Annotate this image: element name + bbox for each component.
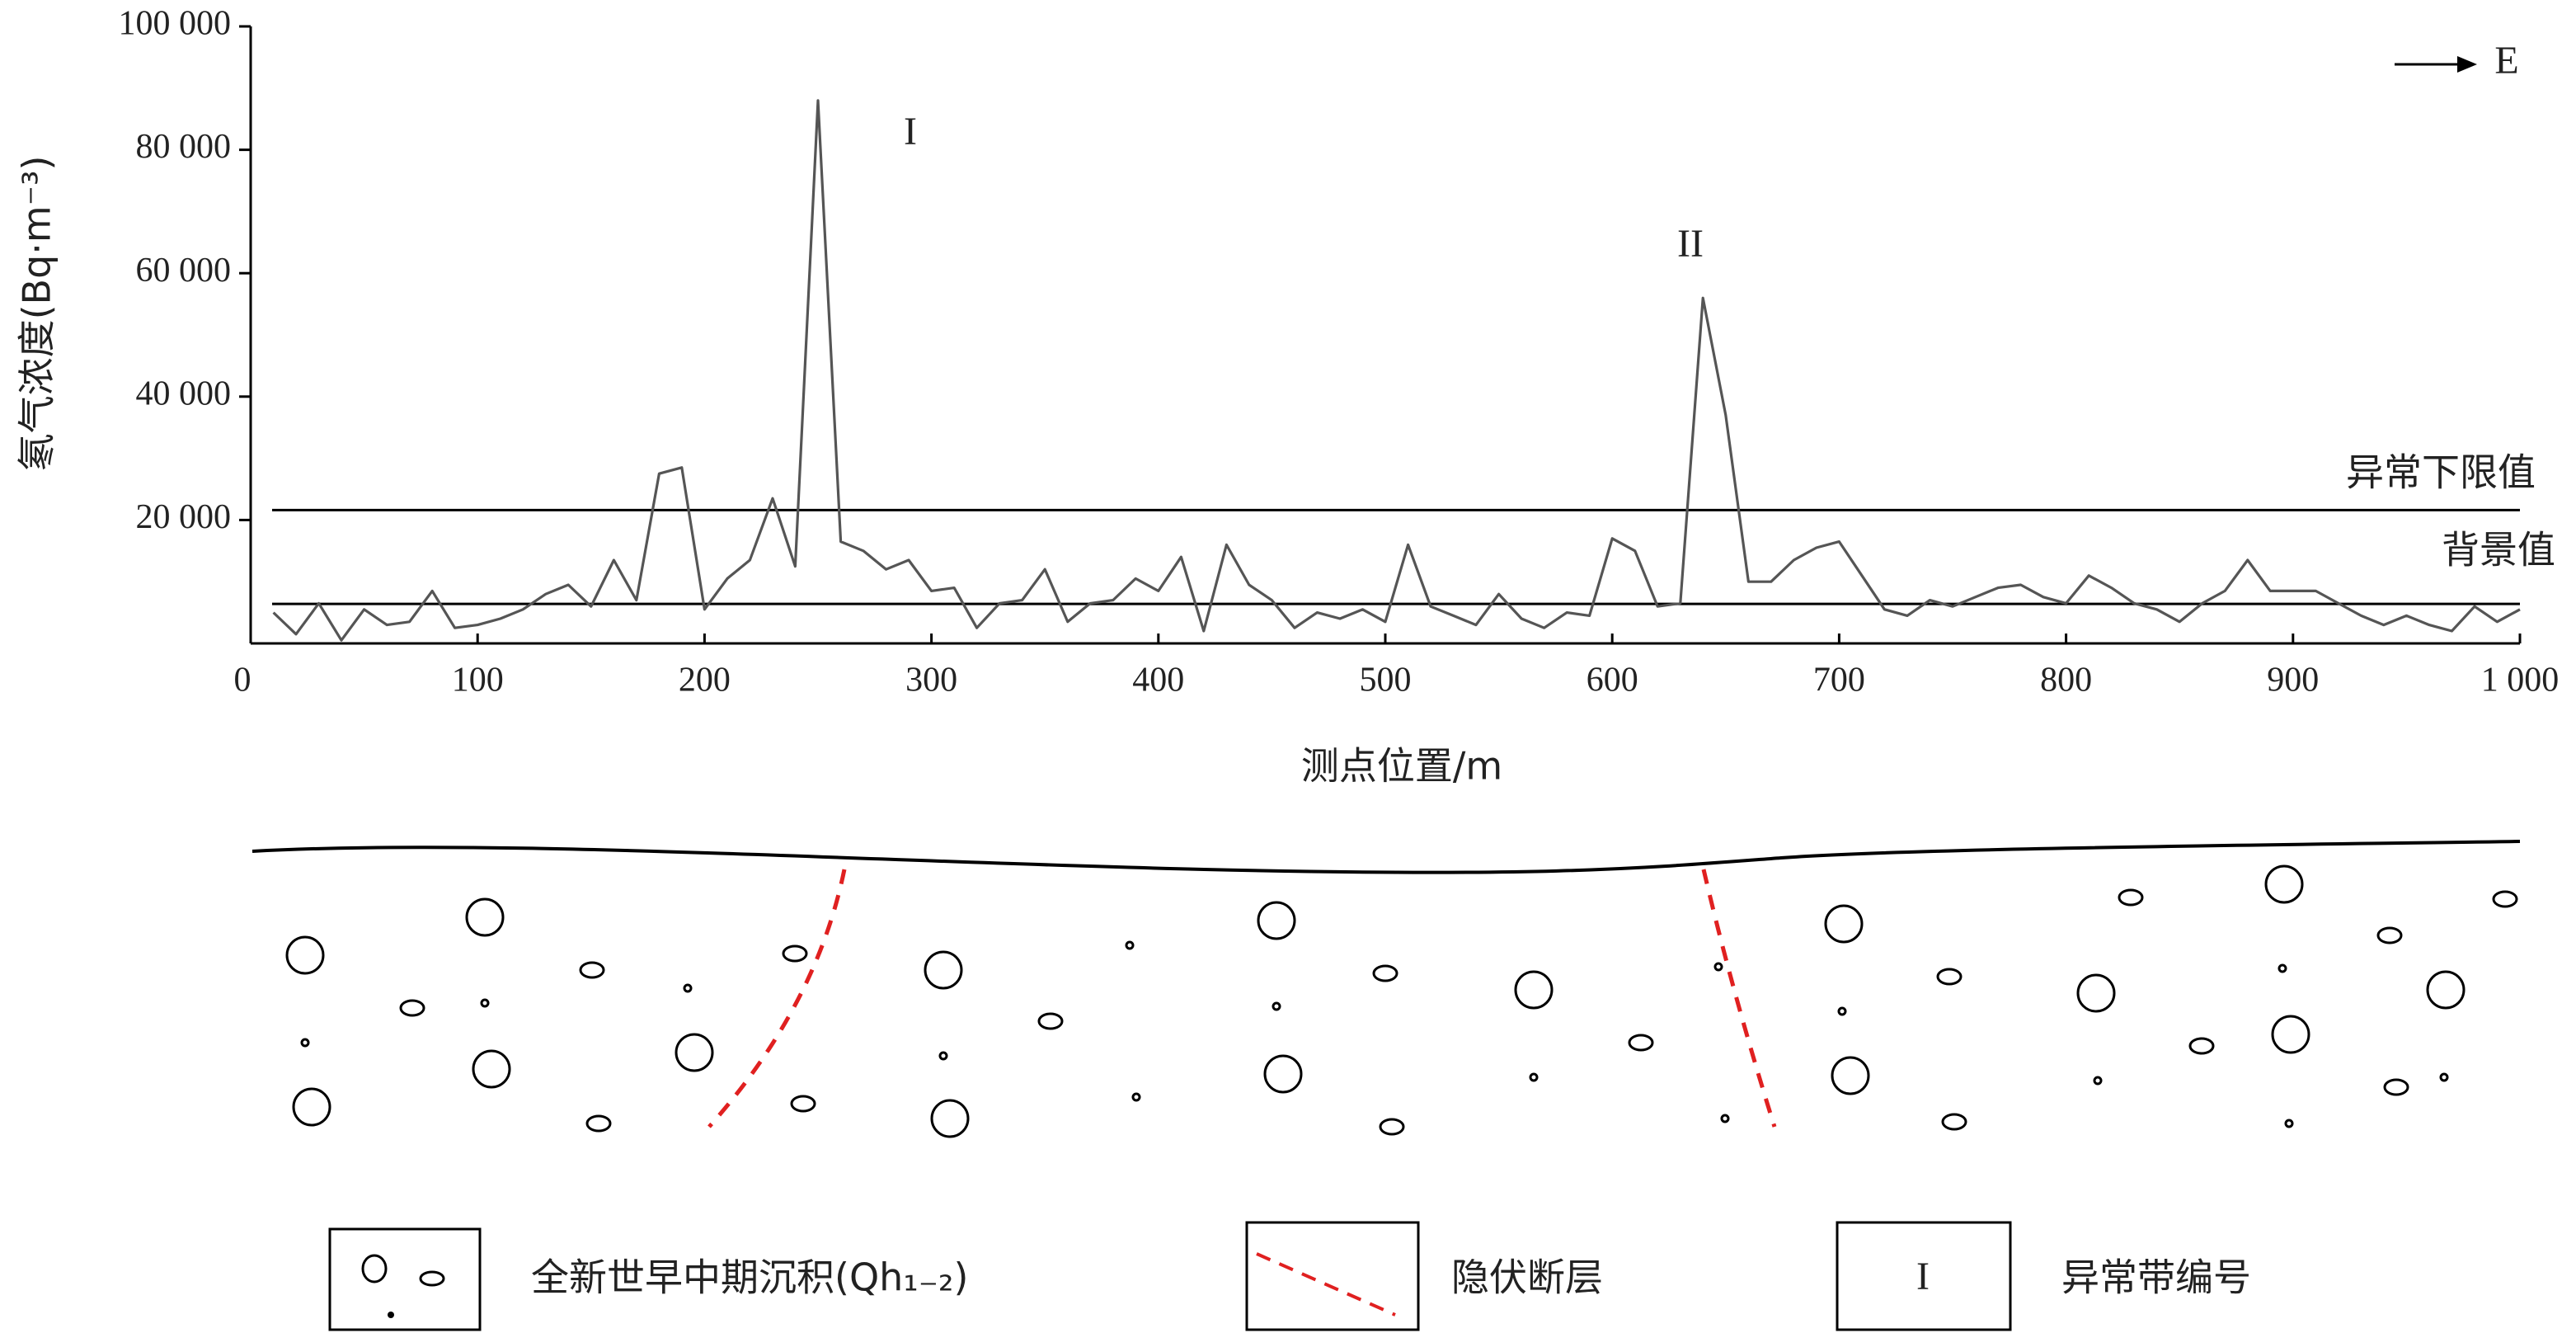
pebble — [292, 1087, 331, 1127]
fault-line — [1701, 869, 1777, 1128]
pebble — [1263, 1054, 1303, 1094]
pebble — [924, 950, 963, 990]
pebble — [300, 1038, 310, 1048]
legend-box — [1245, 1221, 1420, 1331]
x-tick-label: 500 — [1360, 662, 1412, 699]
x-axis-title: 测点位置/m — [1301, 744, 1502, 789]
y-tick-label: 100 000 — [119, 5, 232, 43]
data-line — [272, 99, 2521, 642]
pebble — [2093, 1076, 2103, 1086]
x-tick-label: 600 — [1586, 662, 1638, 699]
pebble — [930, 1099, 970, 1138]
pebble — [2492, 890, 2518, 908]
reference-label: 异常下限值 — [2346, 450, 2536, 495]
pebble — [399, 999, 425, 1017]
x-tick-label: 700 — [1813, 662, 1865, 699]
x-tick-label: 400 — [1132, 662, 1184, 699]
pebble — [465, 897, 505, 937]
legend-box — [1836, 1221, 2012, 1331]
pebble — [938, 1051, 948, 1061]
pebble — [2284, 1119, 2294, 1128]
pebble — [1824, 904, 1864, 944]
pebble — [480, 998, 490, 1008]
pebble — [1131, 1092, 1141, 1102]
x-tick-label: 800 — [2040, 662, 2092, 699]
legend-box — [328, 1227, 482, 1331]
pebble — [472, 1049, 511, 1089]
pebble — [1379, 1118, 1405, 1136]
pebble — [2376, 926, 2403, 944]
x-tick-label: 300 — [905, 662, 957, 699]
y-tick-label: 20 000 — [136, 498, 232, 536]
legend-label: 全新世早中期沉积(Qh₁₋₂) — [531, 1255, 968, 1300]
pebble — [782, 944, 808, 963]
direction-arrow-head — [2457, 56, 2477, 73]
fault-line — [707, 869, 847, 1128]
pebble — [683, 983, 693, 993]
pebble — [1514, 970, 1554, 1010]
legend-icon — [1256, 1252, 1396, 1317]
pebble — [790, 1095, 816, 1113]
y-tick-label: 40 000 — [136, 374, 232, 412]
annotation: E — [2494, 39, 2518, 82]
pebble — [1037, 1012, 1064, 1030]
x-tick-label: 1 000 — [2481, 662, 2560, 699]
y-tick-label: 60 000 — [136, 252, 232, 290]
pebble — [1936, 968, 1963, 986]
pebble — [1720, 1114, 1730, 1123]
annotation: II — [1677, 222, 1704, 266]
surface-line — [251, 840, 2521, 874]
x-tick-label: 0 — [234, 662, 251, 699]
legend-label: 异常带编号 — [2061, 1255, 2251, 1300]
pebble — [1713, 962, 1723, 972]
pebble — [579, 961, 605, 979]
pebble — [1628, 1034, 1654, 1052]
legend-symbol: I — [1916, 1255, 1930, 1298]
pebble — [2426, 970, 2466, 1010]
pebble — [2383, 1078, 2409, 1096]
pebble — [2439, 1072, 2449, 1082]
pebble — [1837, 1006, 1847, 1016]
x-tick-label: 100 — [452, 662, 504, 699]
pebble — [1125, 940, 1135, 950]
cross-section — [251, 840, 2521, 1138]
x-tick-label: 200 — [679, 662, 731, 699]
pebble — [2188, 1037, 2215, 1055]
pebble — [2118, 888, 2144, 907]
reference-label: 背景值 — [2442, 528, 2555, 572]
pebble — [285, 935, 325, 975]
y-tick-label: 80 000 — [136, 128, 232, 166]
pebble — [1272, 1001, 1281, 1011]
pebble — [585, 1114, 612, 1133]
legend-icon — [388, 1312, 394, 1318]
annotation: I — [904, 110, 917, 153]
pebble — [675, 1033, 714, 1072]
pebble — [1372, 964, 1398, 982]
legend-icon — [361, 1254, 388, 1284]
legend-icon — [419, 1270, 445, 1287]
legend-label: 隐伏断层 — [1451, 1255, 1603, 1300]
pebble — [1831, 1056, 1870, 1095]
y-axis-title: 氡气浓度(Bq·m⁻³) — [15, 156, 59, 472]
x-tick-label: 900 — [2267, 662, 2319, 699]
pebble — [2076, 973, 2116, 1013]
legend: I 全新世早中期沉积(Qh₁₋₂) 隐伏断层 异常带编号 — [328, 1221, 2251, 1331]
pebble — [1529, 1072, 1539, 1082]
pebble — [2271, 1015, 2310, 1054]
pebble — [2278, 963, 2287, 973]
pebble — [1941, 1113, 1967, 1131]
pebble — [1257, 901, 1296, 940]
pebble — [2264, 864, 2304, 904]
